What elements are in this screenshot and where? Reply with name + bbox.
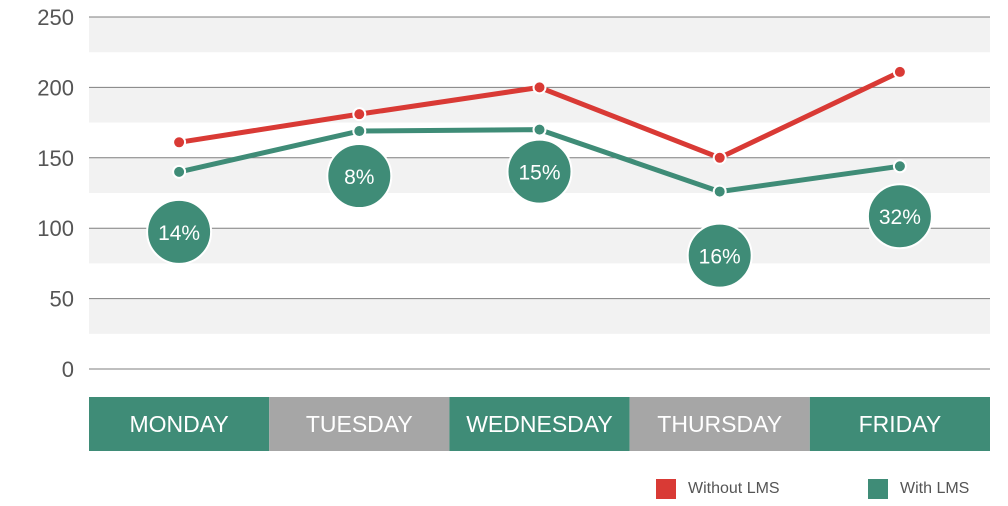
day-label: WEDNESDAY: [466, 411, 613, 437]
y-tick-label: 150: [37, 146, 74, 171]
day-box: [89, 397, 270, 451]
data-point: [352, 124, 367, 139]
day-box: [269, 397, 450, 451]
percent-bubble: [866, 183, 933, 250]
series-points: [172, 64, 907, 199]
percent-bubbles: 14% 8% 15% 16% 32%: [146, 138, 933, 289]
y-tick-label: 200: [37, 75, 74, 100]
legend-without: Without LMS: [656, 478, 780, 500]
legend-without-label: Without LMS: [688, 480, 780, 497]
y-tick-label: 250: [37, 5, 74, 30]
y-tick-label: 0: [62, 357, 74, 382]
percent-label: 15%: [518, 162, 560, 185]
data-point: [892, 64, 907, 79]
day-label: THURSDAY: [657, 411, 782, 437]
day-label: TUESDAY: [306, 411, 413, 437]
percent-label: 16%: [699, 246, 741, 269]
band-gray: [89, 298, 990, 334]
day-label: FRIDAY: [859, 411, 942, 437]
data-point: [172, 135, 187, 150]
data-point: [712, 150, 727, 165]
legend-without-swatch: [656, 479, 676, 499]
band-white: [89, 263, 990, 299]
percent-bubble: [146, 198, 213, 265]
day-labels: MONDAY TUESDAY WEDNESDAY THURSDAY FRIDAY: [89, 397, 990, 451]
data-point: [532, 122, 547, 137]
day-box: [449, 397, 630, 451]
percent-label: 8%: [344, 166, 374, 189]
percent-label: 32%: [879, 206, 921, 229]
legend-with: With LMS: [868, 478, 969, 500]
day-box: [629, 397, 810, 451]
y-tick-label: 50: [50, 287, 74, 312]
day-label: MONDAY: [129, 411, 228, 437]
legend-with-swatch: [868, 479, 888, 499]
legend-with-label: With LMS: [900, 480, 970, 497]
percent-label: 14%: [158, 222, 200, 245]
percent-bubble: [686, 222, 753, 289]
data-point: [172, 164, 187, 179]
data-point: [892, 159, 907, 174]
band-gray: [89, 17, 990, 53]
data-point: [532, 80, 547, 95]
day-box: [809, 397, 990, 451]
band-gray: [89, 228, 990, 264]
data-point: [712, 184, 727, 199]
y-tick-label: 100: [37, 216, 74, 241]
y-axis-ticks: 0 50 100 150 200 250: [37, 5, 74, 382]
percent-bubble: [326, 143, 393, 210]
band-white: [89, 333, 990, 369]
percent-bubble: [506, 138, 573, 205]
data-point: [352, 107, 367, 122]
